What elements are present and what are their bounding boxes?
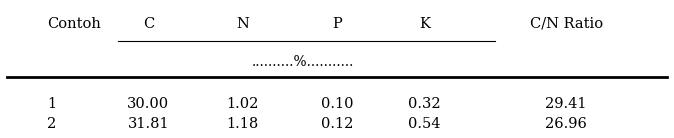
Text: 30.00: 30.00 (127, 97, 169, 111)
Text: K: K (419, 17, 430, 30)
Text: C/N Ratio: C/N Ratio (530, 17, 603, 30)
Text: Contoh: Contoh (47, 17, 101, 30)
Text: 26.96: 26.96 (545, 117, 587, 131)
Text: 1: 1 (47, 97, 57, 111)
Text: 0.54: 0.54 (408, 117, 441, 131)
Text: 1.02: 1.02 (226, 97, 259, 111)
Text: 0.10: 0.10 (321, 97, 353, 111)
Text: C: C (143, 17, 154, 30)
Text: 29.41: 29.41 (545, 97, 587, 111)
Text: P: P (332, 17, 342, 30)
Text: 31.81: 31.81 (127, 117, 169, 131)
Text: 0.32: 0.32 (408, 97, 441, 111)
Text: 1.18: 1.18 (226, 117, 259, 131)
Text: N: N (236, 17, 249, 30)
Text: 2: 2 (47, 117, 57, 131)
Text: ..........%...........: ..........%........... (252, 55, 355, 69)
Text: 0.12: 0.12 (321, 117, 353, 131)
